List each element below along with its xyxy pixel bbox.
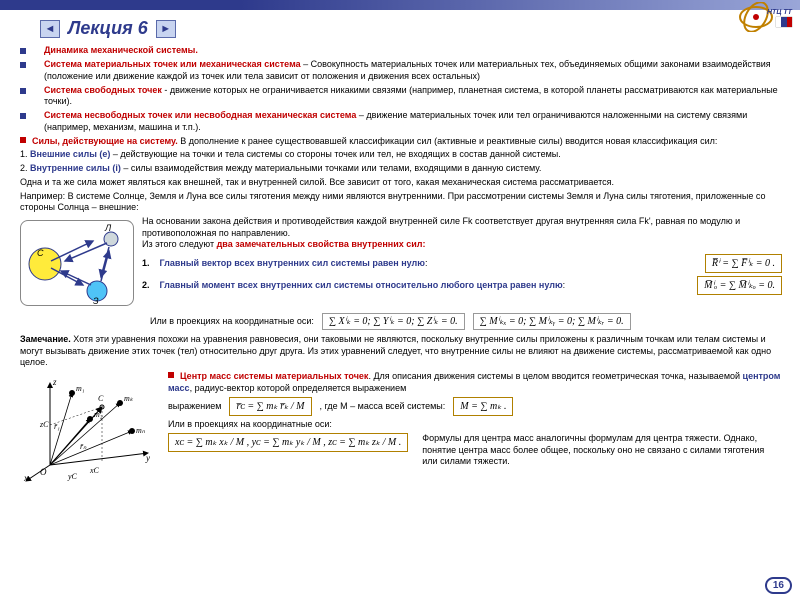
eq-mass: M = ∑ mₖ . [453,397,513,416]
forces-note2: Например: В системе Солнце, Земля и Луна… [20,191,782,214]
svg-text:m₁: m₁ [76,384,85,393]
center-of-mass-diagram: z y x O m₁ m₂ mₖ mₙ C r̄₁ r̄ₙ zC xC yC [20,375,160,485]
eq-main-moment: M̅ⁱₒ = ∑ M̅ⁱₖₒ = 0. [697,276,782,295]
svg-text:y: y [145,453,150,463]
nav-next-button[interactable]: ► [156,20,176,38]
sun-earth-moon-diagram: С З Л [20,220,134,306]
logo: НТЦ ТТ [734,2,794,34]
svg-text:z: z [52,377,57,387]
forces-note1: Одна и та же сила может являться как вне… [20,177,782,189]
svg-text:x: x [23,473,28,483]
cm-proj-label: Или в проекциях на координатные оси: [168,419,782,431]
fk-intro: На основании закона действия и противоде… [142,216,782,239]
svg-text:C: C [98,394,104,403]
eq-proj-forces: ∑ Xⁱₖ = 0; ∑ Yⁱₖ = 0; ∑ Zⁱₖ = 0. [322,313,465,330]
nav-prev-button[interactable]: ◄ [40,20,60,38]
header-bar [0,0,800,10]
svg-text:yC: yC [67,472,78,481]
svg-text:mₙ: mₙ [136,426,146,435]
lecture-title: Лекция 6 [68,18,148,39]
svg-text:З: З [93,296,99,306]
svg-text:Л: Л [104,223,112,233]
cm-note: Формулы для центра масс аналогичны форму… [422,433,782,468]
svg-text:НТЦ ТТ: НТЦ ТТ [767,9,793,16]
proj-label: Или в проекциях на координатные оси: [150,316,314,326]
svg-text:С: С [37,248,44,258]
svg-text:mₖ: mₖ [124,394,134,403]
svg-text:zC: zC [39,420,49,429]
eq-main-vector: R̅ⁱ = ∑ F̅ⁱₖ = 0 . [705,254,782,273]
eq-rc: r̅ᴄ = ∑ mₖ r̅ₖ / M [229,397,311,416]
main-bullets: Динамика механической системы. Система м… [20,45,782,133]
svg-text:xC: xC [89,466,100,475]
eq-proj-moments: ∑ Mⁱₖₓ = 0; ∑ Mⁱₖᵧ = 0; ∑ Mⁱₖᵣ = 0. [473,313,631,330]
svg-text:r̄ₙ: r̄ₙ [80,442,87,451]
eq-cm-proj: xᴄ = ∑ mₖ xₖ / M , yᴄ = ∑ mₖ yₖ / M , zᴄ… [168,433,408,452]
svg-text:O: O [40,467,47,477]
page-number: 16 [765,577,792,594]
